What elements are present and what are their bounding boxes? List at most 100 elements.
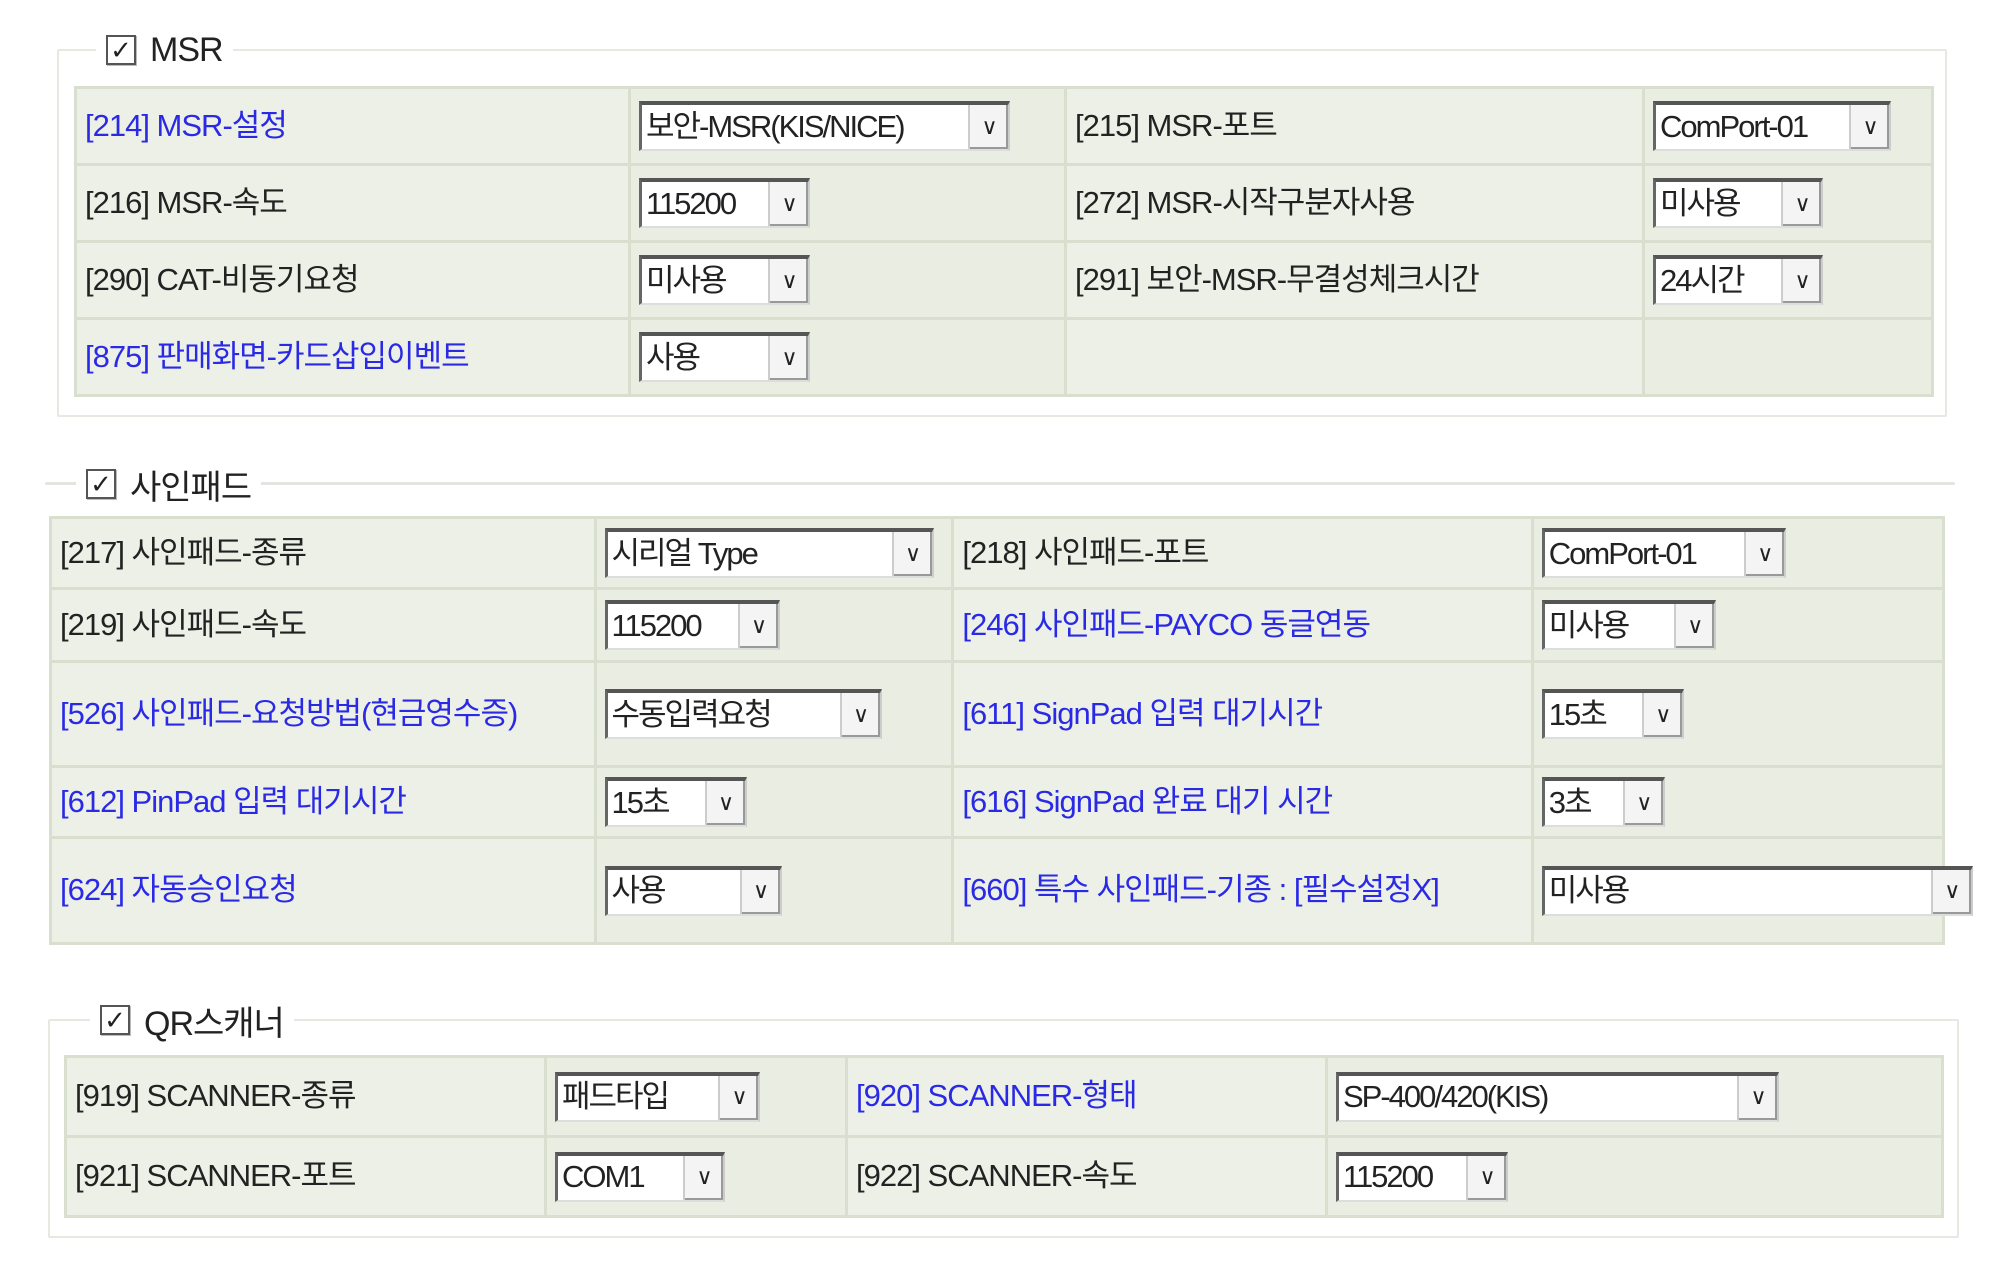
setting-label: [215] MSR-포트 bbox=[1075, 107, 1278, 143]
chevron-down-icon[interactable]: ∨ bbox=[1849, 105, 1889, 149]
chevron-down-icon[interactable]: ∨ bbox=[1737, 1075, 1777, 1120]
chevron-down-icon[interactable]: ∨ bbox=[1781, 182, 1821, 226]
chevron-down-icon[interactable]: ∨ bbox=[683, 1155, 723, 1200]
chevron-down-icon[interactable]: ∨ bbox=[839, 693, 880, 737]
setting-label: [922] SCANNER-속도 bbox=[856, 1158, 1138, 1194]
setting-dropdown[interactable]: 115200 ∨ bbox=[639, 178, 810, 228]
msr-checkbox[interactable]: ✓ bbox=[106, 35, 136, 65]
setting-dropdown[interactable]: 15초 ∨ bbox=[604, 777, 747, 827]
setting-dropdown[interactable]: 사용 ∨ bbox=[639, 332, 810, 382]
chevron-down-icon[interactable]: ∨ bbox=[768, 259, 808, 303]
settings-row: [875] 판매화면-카드삽입이벤트 사용 ∨ bbox=[74, 317, 1934, 397]
setting-value-cell bbox=[1642, 317, 1934, 397]
dropdown-value: 115200 bbox=[646, 185, 737, 221]
setting-value-cell: 미사용 ∨ bbox=[628, 240, 1067, 320]
setting-label[interactable]: [875] 판매화면-카드삽입이벤트 bbox=[85, 338, 470, 374]
settings-row: [526] 사인패드-요청방법(현금영수증) 수동입력요청 ∨ [611] SignP… bbox=[49, 660, 1946, 768]
dropdown-value: ComPort-01 bbox=[1660, 108, 1809, 144]
qr-checkbox[interactable]: ✓ bbox=[100, 1005, 130, 1035]
setting-dropdown[interactable]: 15초 ∨ bbox=[1541, 689, 1684, 739]
setting-dropdown[interactable]: SP-400/420(KIS) ∨ bbox=[1336, 1071, 1779, 1122]
chevron-down-icon[interactable]: ∨ bbox=[718, 1075, 758, 1120]
setting-dropdown[interactable]: 시리얼 Type ∨ bbox=[604, 528, 934, 578]
chevron-down-icon[interactable]: ∨ bbox=[1781, 259, 1821, 303]
setting-dropdown[interactable]: 115200 ∨ bbox=[1336, 1151, 1508, 1202]
setting-label: [272] MSR-시작구분자사용 bbox=[1075, 184, 1415, 220]
chevron-down-icon[interactable]: ∨ bbox=[1673, 604, 1714, 648]
dropdown-value: 115200 bbox=[611, 607, 703, 643]
setting-label-cell: [246] 사인패드-PAYCO 동글연동 bbox=[951, 587, 1534, 663]
msr-settings-table: [214] MSR-설정 보안-MSR(KIS/NICE) ∨ [215] MSR-포… bbox=[74, 86, 1934, 397]
settings-row: [921] SCANNER-포트 COM1 ∨ [922] SCANNER-속도 115… bbox=[64, 1135, 1944, 1218]
chevron-down-icon[interactable]: ∨ bbox=[704, 781, 745, 825]
setting-label[interactable]: [660] 특수 사인패드-기종 : [필수설정X] bbox=[962, 872, 1439, 908]
setting-label: [217] 사인패드-종류 bbox=[60, 534, 307, 570]
setting-dropdown[interactable]: 3초 ∨ bbox=[1541, 777, 1665, 827]
setting-label[interactable]: [920] SCANNER-형태 bbox=[856, 1078, 1138, 1114]
setting-label-cell: [920] SCANNER-형태 bbox=[845, 1055, 1328, 1138]
setting-value-cell: COM1 ∨ bbox=[544, 1135, 848, 1218]
chevron-down-icon[interactable]: ∨ bbox=[891, 532, 932, 576]
setting-value-cell: 사용 ∨ bbox=[628, 317, 1067, 397]
dropdown-value: 보안-MSR(KIS/NICE) bbox=[646, 108, 906, 144]
signpad-checkbox[interactable]: ✓ bbox=[86, 469, 116, 499]
dropdown-value: 패드타입 bbox=[562, 1079, 670, 1115]
dropdown-value: COM1 bbox=[562, 1159, 646, 1195]
setting-dropdown[interactable]: ComPort-01 ∨ bbox=[1653, 101, 1891, 151]
setting-label[interactable]: [616] SignPad 완료 대기 시간 bbox=[962, 783, 1333, 819]
setting-label[interactable]: [611] SignPad 입력 대기시간 bbox=[962, 695, 1323, 731]
setting-dropdown[interactable]: 수동입력요청 ∨ bbox=[604, 689, 882, 739]
setting-label: [290] CAT-비동기요청 bbox=[85, 261, 359, 297]
chevron-down-icon[interactable]: ∨ bbox=[1466, 1155, 1506, 1200]
setting-dropdown[interactable]: 미사용 ∨ bbox=[1541, 600, 1716, 650]
setting-label[interactable]: [246] 사인패드-PAYCO 동글연동 bbox=[962, 606, 1371, 642]
setting-label-cell: [921] SCANNER-포트 bbox=[64, 1135, 547, 1218]
chevron-down-icon[interactable]: ∨ bbox=[768, 336, 808, 380]
settings-row: [219] 사인패드-속도 115200 ∨ [246] 사인패드-PAYCO 동글연… bbox=[49, 587, 1946, 663]
settings-row: [214] MSR-설정 보안-MSR(KIS/NICE) ∨ [215] MSR-포… bbox=[74, 86, 1934, 166]
qr-title: QR스캐너 bbox=[144, 1004, 285, 1043]
chevron-down-icon[interactable]: ∨ bbox=[1743, 532, 1784, 576]
setting-label[interactable]: [214] MSR-설정 bbox=[85, 107, 288, 143]
dropdown-value: 미사용 bbox=[646, 262, 728, 298]
setting-dropdown[interactable]: 미사용 ∨ bbox=[1653, 178, 1823, 228]
setting-label-cell: [219] 사인패드-속도 bbox=[49, 587, 597, 663]
dropdown-value: 미사용 bbox=[1660, 185, 1742, 221]
dropdown-value: 미사용 bbox=[1548, 607, 1631, 643]
settings-row: [919] SCANNER-종류 패드타입 ∨ [920] SCANNER-형태 SP-… bbox=[64, 1055, 1944, 1138]
setting-label-cell: [611] SignPad 입력 대기시간 bbox=[951, 660, 1534, 768]
setting-dropdown[interactable]: 115200 ∨ bbox=[604, 600, 780, 650]
setting-dropdown[interactable]: 24시간 ∨ bbox=[1653, 255, 1823, 305]
setting-dropdown[interactable]: 미사용 ∨ bbox=[1541, 865, 1973, 916]
setting-value-cell: 보안-MSR(KIS/NICE) ∨ bbox=[628, 86, 1067, 166]
signpad-title: 사인패드 bbox=[130, 468, 252, 507]
setting-label-cell: [290] CAT-비동기요청 bbox=[74, 240, 631, 320]
chevron-down-icon[interactable]: ∨ bbox=[1641, 693, 1682, 737]
setting-label-cell: [919] SCANNER-종류 bbox=[64, 1055, 547, 1138]
dropdown-value: 15초 bbox=[1548, 696, 1608, 732]
setting-label: [919] SCANNER-종류 bbox=[75, 1078, 357, 1114]
setting-dropdown[interactable]: 패드타입 ∨ bbox=[555, 1071, 760, 1122]
setting-label-cell: [272] MSR-시작구분자사용 bbox=[1064, 163, 1645, 243]
setting-label-cell: [291] 보안-MSR-무결성체크시간 bbox=[1064, 240, 1645, 320]
setting-value-cell: 패드타입 ∨ bbox=[544, 1055, 848, 1138]
setting-dropdown[interactable]: 사용 ∨ bbox=[604, 865, 782, 916]
setting-label[interactable]: [624] 자동승인요청 bbox=[60, 872, 298, 908]
setting-dropdown[interactable]: 보안-MSR(KIS/NICE) ∨ bbox=[639, 101, 1010, 151]
settings-row: [612] PinPad 입력 대기시간 15초 ∨ [616] SignPad 완료… bbox=[49, 765, 1946, 839]
chevron-down-icon[interactable]: ∨ bbox=[768, 182, 808, 226]
chevron-down-icon[interactable]: ∨ bbox=[1930, 869, 1971, 914]
chevron-down-icon[interactable]: ∨ bbox=[968, 105, 1008, 149]
setting-label[interactable]: [526] 사인패드-요청방법(현금영수증) bbox=[60, 695, 518, 731]
setting-label[interactable]: [612] PinPad 입력 대기시간 bbox=[60, 783, 407, 819]
setting-dropdown[interactable]: COM1 ∨ bbox=[555, 1151, 725, 1202]
msr-legend: ✓ MSR bbox=[96, 28, 233, 72]
chevron-down-icon[interactable]: ∨ bbox=[739, 869, 780, 914]
setting-dropdown[interactable]: 미사용 ∨ bbox=[639, 255, 810, 305]
setting-value-cell: 사용 ∨ bbox=[593, 836, 955, 945]
setting-dropdown[interactable]: ComPort-01 ∨ bbox=[1541, 528, 1786, 578]
chevron-down-icon[interactable]: ∨ bbox=[737, 604, 778, 648]
signpad-settings-table: [217] 사인패드-종류 시리얼 Type ∨ [218] 사인패드-포트 ComPo… bbox=[49, 516, 1973, 945]
setting-label-cell bbox=[1064, 317, 1645, 397]
chevron-down-icon[interactable]: ∨ bbox=[1622, 781, 1663, 825]
